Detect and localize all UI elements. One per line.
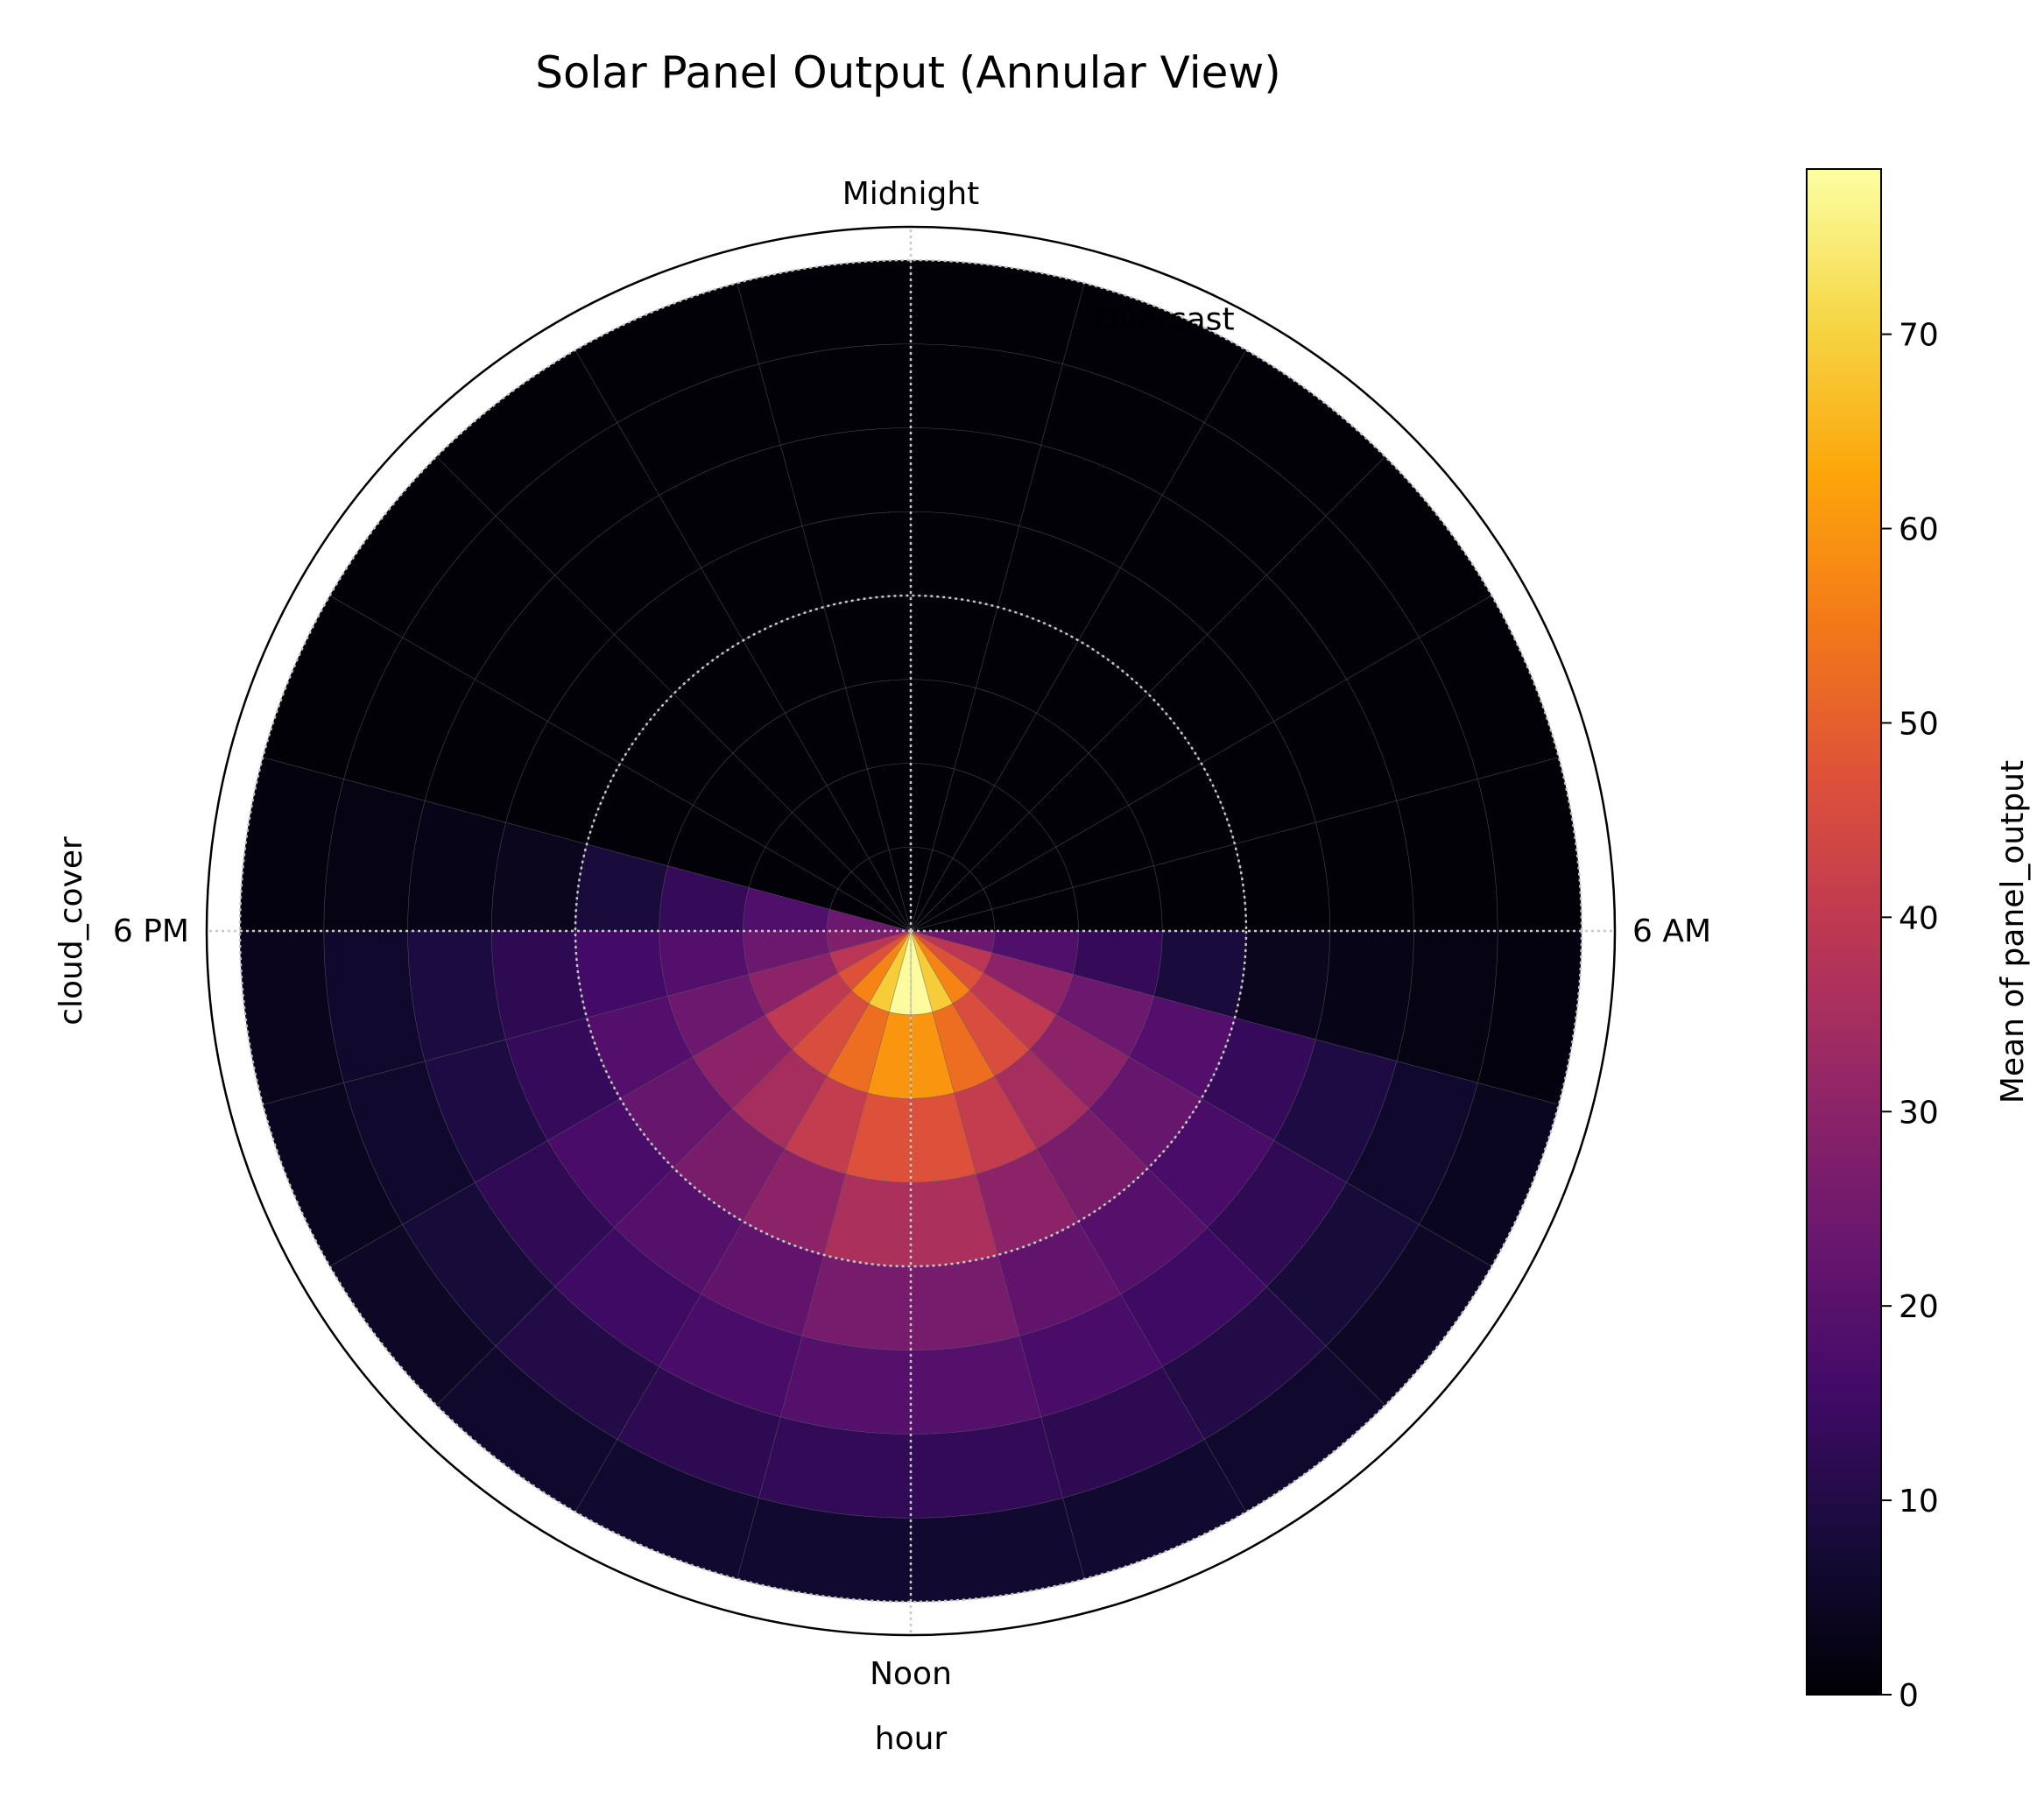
heatmap-cell xyxy=(407,800,506,932)
heatmap-cell xyxy=(910,1336,1042,1435)
heatmap-cell xyxy=(1315,800,1414,932)
polar-outline xyxy=(205,225,1617,1637)
colorbar-tick-label: 0 xyxy=(1899,1678,1919,1714)
radial-tick-label: Overcast xyxy=(1094,302,1235,338)
angular-tick-label: 6 PM xyxy=(113,913,189,949)
angular-tick-label: Midnight xyxy=(842,176,980,212)
angular-tick-label: 6 AM xyxy=(1632,913,1711,949)
heatmap-cell xyxy=(779,427,912,526)
colorbar-ticks: 0 10 20 30 40 50 60 70 xyxy=(1881,318,1939,1714)
chart-title: Solar Panel Output (Annular View) xyxy=(535,47,1281,98)
heatmap-cell xyxy=(1315,930,1414,1062)
colorbar-tick-label: 10 xyxy=(1899,1484,1939,1519)
colorbar-tick-label: 30 xyxy=(1899,1095,1939,1131)
colorbar-tick-label: 20 xyxy=(1899,1289,1939,1325)
heatmap-cell xyxy=(779,1336,912,1435)
heatmap-cell xyxy=(407,930,506,1062)
radial-axis-label: cloud_cover xyxy=(53,836,89,1026)
colorbar-label: Mean of panel_output xyxy=(1995,760,2031,1103)
colorbar: 0 10 20 30 40 50 60 70 Mean of panel_output xyxy=(1806,168,2031,1714)
radial-gridline xyxy=(574,594,1248,1268)
colorbar-tick-label: 60 xyxy=(1899,512,1939,548)
angular-tick-label: Noon xyxy=(870,1656,952,1692)
colorbar-tick-label: 50 xyxy=(1899,706,1939,742)
angular-axis-label: hour xyxy=(875,1721,948,1757)
colorbar-tick-label: 40 xyxy=(1899,900,1939,936)
colorbar-gradient xyxy=(1806,168,1882,1696)
polar-grid xyxy=(207,227,1615,1635)
heatmap-cells xyxy=(239,259,1582,1603)
heatmap-cell xyxy=(910,427,1042,526)
angular-ticks: Midnight 6 AM Noon 6 PM Overcast xyxy=(113,176,1711,1692)
colorbar-tick-label: 70 xyxy=(1899,318,1939,354)
